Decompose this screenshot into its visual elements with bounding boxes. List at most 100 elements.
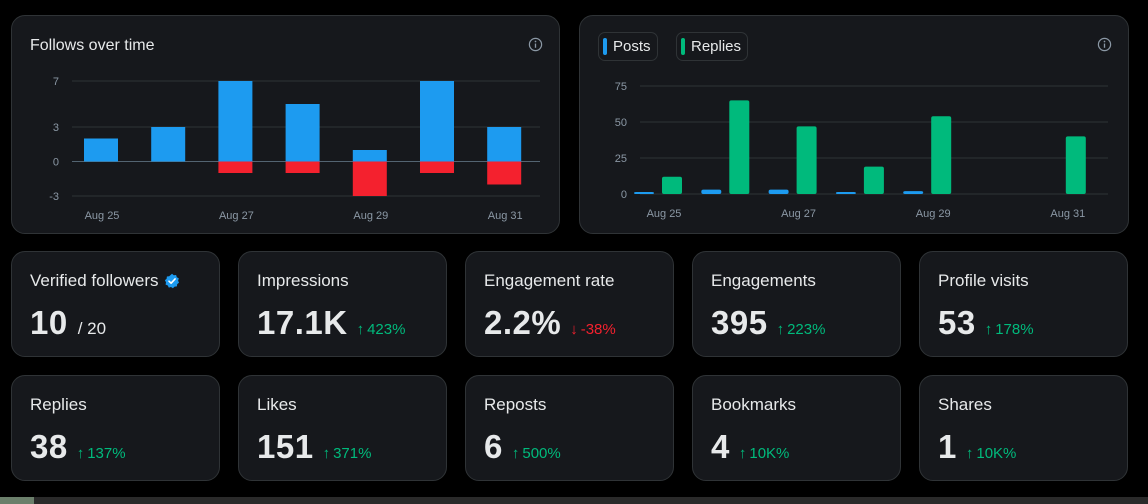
info-icon[interactable] bbox=[528, 37, 543, 52]
x-tick-label: Aug 31 bbox=[1050, 208, 1085, 220]
stat-card-verified-followers: Verified followers 10 / 20 bbox=[11, 251, 220, 357]
arrow-up-icon: ↑ bbox=[356, 321, 365, 338]
bar-lost[interactable] bbox=[352, 161, 387, 197]
stat-card-bookmarks: Bookmarks 4 ↑ 10K% bbox=[692, 375, 901, 481]
y-tick-label: 7 bbox=[53, 76, 59, 88]
legend-posts-swatch bbox=[603, 38, 607, 55]
stat-card-profile-visits: Profile visits 53 ↑ 178% bbox=[919, 251, 1128, 357]
bar-posts[interactable] bbox=[634, 192, 654, 194]
stat-value: 53 bbox=[938, 304, 976, 341]
y-tick-label: 50 bbox=[615, 117, 627, 129]
bar-gained[interactable] bbox=[352, 150, 387, 162]
x-tick-label: Aug 31 bbox=[488, 210, 523, 222]
follows-chart-title: Follows over time bbox=[30, 37, 155, 54]
posts-replies-chart: 75 50 25 0 Aug 25 Aug 27 Aug 29 Aug 31 bbox=[615, 81, 1108, 220]
x-tick-label: Aug 25 bbox=[85, 210, 120, 222]
stat-change: ↑ 10K% bbox=[738, 445, 790, 462]
stat-label: Profile visits bbox=[938, 271, 1029, 290]
stat-change: ↑ 178% bbox=[984, 321, 1034, 338]
stat-card-replies: Replies 38 ↑ 137% bbox=[11, 375, 220, 481]
bar-replies[interactable] bbox=[796, 126, 817, 194]
bar-gained[interactable] bbox=[285, 104, 320, 162]
follows-chart-card: Follows over time 7 3 0 -3 Aug 25 Aug 27 Aug 2… bbox=[11, 15, 560, 234]
bar-replies[interactable] bbox=[662, 176, 682, 194]
bar-posts[interactable] bbox=[835, 192, 856, 194]
bar-gained[interactable] bbox=[420, 81, 454, 162]
legend-posts[interactable]: Posts bbox=[598, 32, 658, 61]
arrow-up-icon: ↑ bbox=[965, 445, 974, 462]
stat-card-engagements: Engagements 395 ↑ 223% bbox=[692, 251, 901, 357]
bar-replies[interactable] bbox=[729, 100, 750, 194]
stat-change: ↑ 423% bbox=[356, 321, 406, 338]
verified-badge-icon bbox=[164, 273, 179, 289]
legend-replies-swatch bbox=[681, 38, 685, 55]
bar-lost[interactable] bbox=[487, 161, 522, 185]
stat-label: Replies bbox=[30, 395, 87, 414]
x-tick-label: Aug 29 bbox=[353, 210, 388, 222]
bar-posts[interactable] bbox=[701, 189, 722, 194]
arrow-up-icon: ↑ bbox=[76, 445, 85, 462]
x-tick-label: Aug 27 bbox=[219, 210, 254, 222]
arrow-up-icon: ↑ bbox=[984, 321, 993, 338]
bar-replies[interactable] bbox=[931, 116, 952, 194]
stat-card-shares: Shares 1 ↑ 10K% bbox=[919, 375, 1128, 481]
bar-lost[interactable] bbox=[420, 161, 454, 174]
stat-value: 6 bbox=[484, 428, 503, 465]
bar-replies[interactable] bbox=[863, 166, 884, 194]
y-tick-label: 3 bbox=[53, 122, 59, 134]
bar-gained[interactable] bbox=[84, 138, 118, 162]
x-tick-label: Aug 27 bbox=[781, 208, 816, 220]
stat-label: Impressions bbox=[257, 271, 349, 290]
stat-change: ↑ 10K% bbox=[965, 445, 1017, 462]
stat-value: 17.1K bbox=[257, 304, 348, 341]
y-tick-label: 0 bbox=[53, 157, 59, 169]
bar-gained[interactable] bbox=[218, 81, 253, 162]
stat-value: 2.2% bbox=[484, 304, 562, 341]
stat-label: Shares bbox=[938, 395, 992, 414]
bar-lost[interactable] bbox=[285, 161, 320, 174]
bar-lost[interactable] bbox=[218, 161, 253, 174]
bottom-scrollbar-track[interactable] bbox=[0, 497, 1148, 504]
arrow-down-icon: ↓ bbox=[570, 321, 578, 338]
stat-label: Likes bbox=[257, 395, 297, 414]
bottom-scrollbar-thumb[interactable] bbox=[0, 497, 34, 504]
bar-gained[interactable] bbox=[487, 127, 522, 162]
stat-label: Verified followers bbox=[30, 271, 159, 290]
y-tick-label: 75 bbox=[615, 81, 627, 93]
info-icon[interactable] bbox=[1097, 37, 1112, 52]
stat-change: ↑ 371% bbox=[322, 445, 372, 462]
stat-value: 10 bbox=[30, 304, 68, 341]
bar-posts[interactable] bbox=[768, 189, 789, 194]
bar-gained[interactable] bbox=[151, 127, 186, 162]
x-tick-label: Aug 25 bbox=[647, 208, 682, 220]
stat-card-reposts: Reposts 6 ↑ 500% bbox=[465, 375, 674, 481]
legend-replies[interactable]: Replies bbox=[676, 32, 749, 61]
legend-posts-label: Posts bbox=[613, 38, 651, 55]
stat-card-impressions: Impressions 17.1K ↑ 423% bbox=[238, 251, 447, 357]
bar-replies[interactable] bbox=[1065, 136, 1086, 194]
stat-label: Reposts bbox=[484, 395, 547, 414]
stat-label: Engagement rate bbox=[484, 271, 615, 290]
arrow-up-icon: ↑ bbox=[511, 445, 520, 462]
stat-value: 1 bbox=[938, 428, 957, 465]
stat-change: ↑ 500% bbox=[511, 445, 561, 462]
stat-value: 395 bbox=[711, 304, 768, 341]
legend-replies-label: Replies bbox=[691, 38, 742, 55]
stat-label: Bookmarks bbox=[711, 395, 797, 414]
stat-label: Engagements bbox=[711, 271, 816, 290]
stat-change: ↓ -38% bbox=[570, 321, 616, 338]
stat-card-likes: Likes 151 ↑ 371% bbox=[238, 375, 447, 481]
y-tick-label: 0 bbox=[621, 189, 627, 201]
stat-value: 151 bbox=[257, 428, 314, 465]
y-tick-label: -3 bbox=[49, 191, 59, 203]
stat-sub-total: / 20 bbox=[77, 319, 107, 338]
arrow-up-icon: ↑ bbox=[776, 321, 785, 338]
x-tick-label: Aug 29 bbox=[916, 208, 951, 220]
arrow-up-icon: ↑ bbox=[738, 445, 747, 462]
posts-replies-chart-card: Posts Replies 75 50 25 0 Aug 25 Aug 27 Aug 29 A… bbox=[579, 15, 1129, 234]
stat-value: 4 bbox=[711, 428, 730, 465]
stat-change: ↑ 137% bbox=[76, 445, 126, 462]
bar-posts[interactable] bbox=[903, 191, 924, 194]
y-tick-label: 25 bbox=[615, 153, 627, 165]
arrow-up-icon: ↑ bbox=[322, 445, 331, 462]
